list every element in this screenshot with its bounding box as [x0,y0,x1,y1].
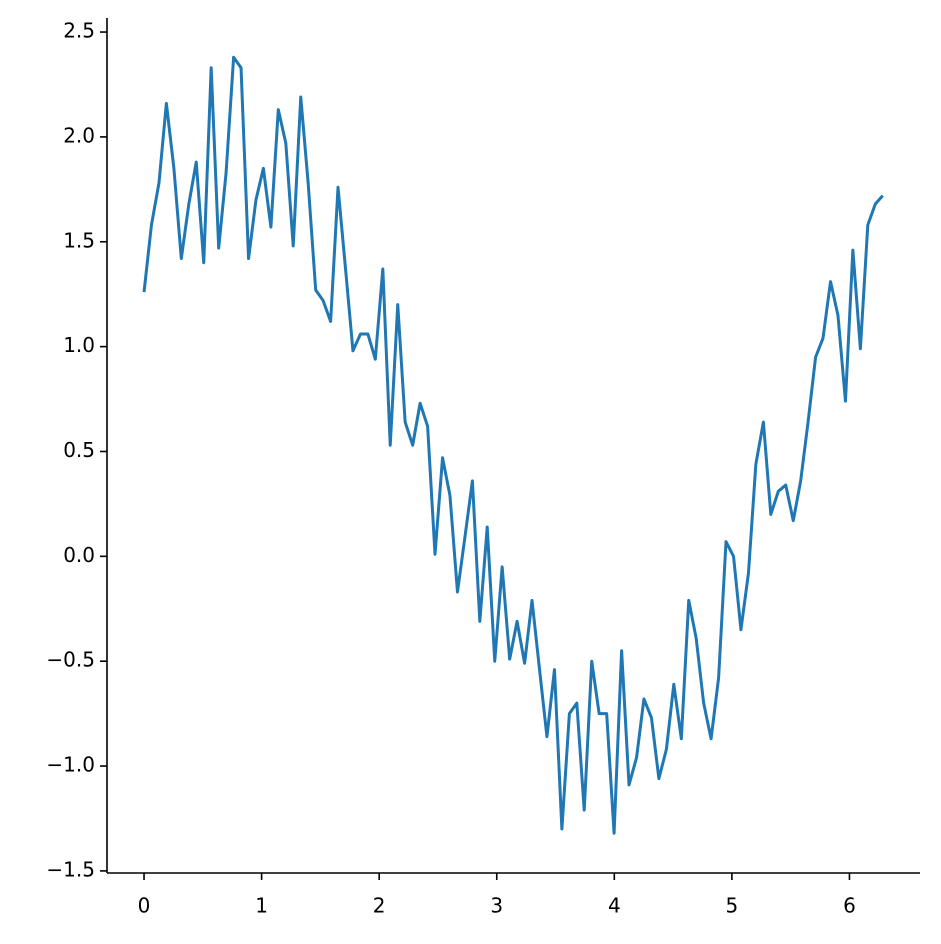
y-tick-label: 1.5 [63,228,95,252]
x-tick-label: 0 [138,894,151,918]
x-tick-label: 2 [373,894,386,918]
y-tick-label: 2.0 [63,123,95,147]
y-tick-label: 2.5 [63,19,95,43]
x-tick-label: 3 [490,894,503,918]
x-tick-label: 1 [255,894,268,918]
x-tick-label: 6 [843,894,856,918]
x-tick-label: 5 [726,894,739,918]
y-tick-label: −1.0 [46,753,95,777]
y-tick-label: 0.0 [63,543,95,567]
y-tick-label: −0.5 [46,648,95,672]
y-tick-label: −1.5 [46,857,95,881]
x-tick-label: 4 [608,894,621,918]
y-tick-label: 0.5 [63,438,95,462]
y-tick-label: 1.0 [63,333,95,357]
line [142,55,884,835]
